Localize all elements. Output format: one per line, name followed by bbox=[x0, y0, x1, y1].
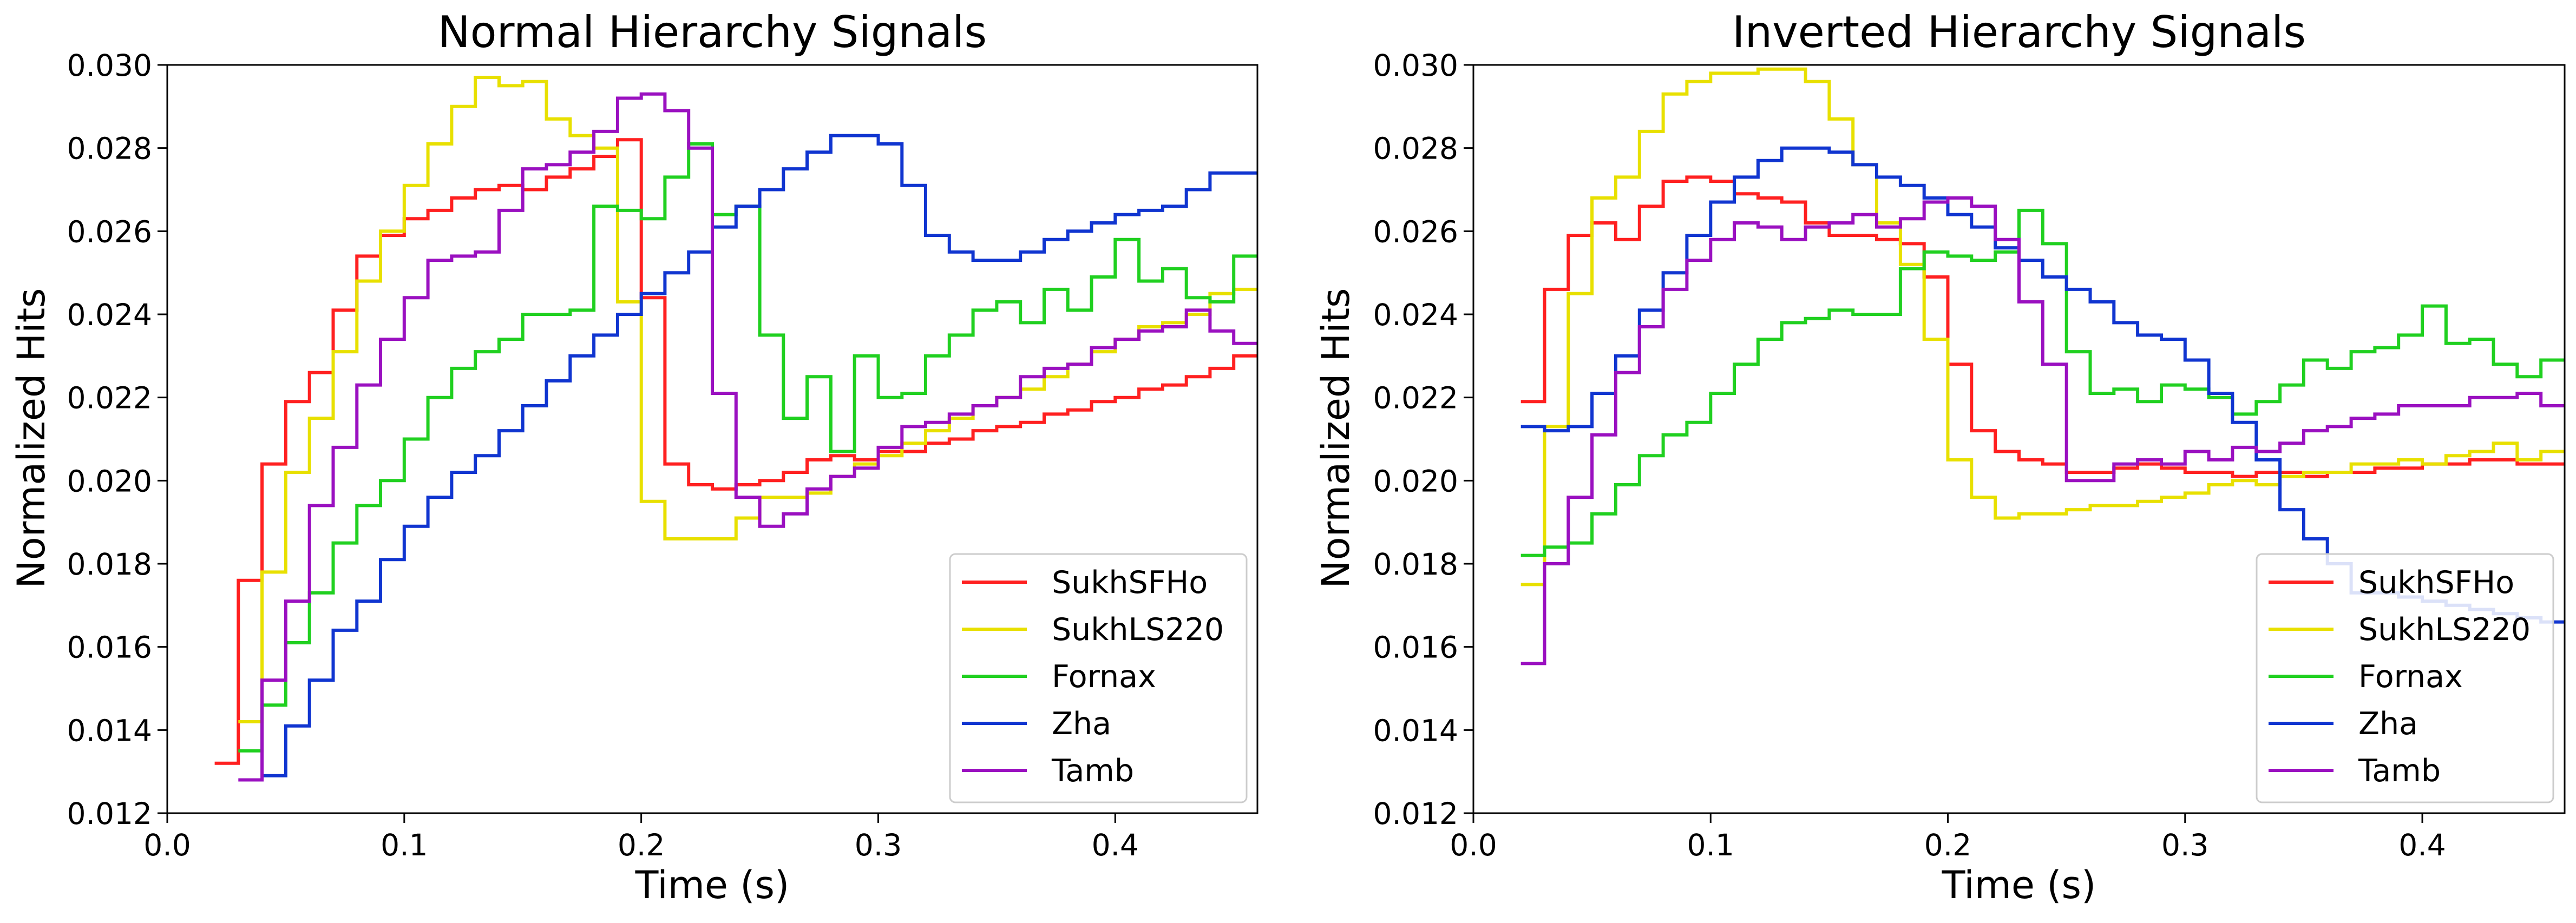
legend-label-fornax: Fornax bbox=[2358, 659, 2463, 695]
y-tick-label: 0.030 bbox=[67, 48, 152, 83]
y-tick-label: 0.016 bbox=[67, 630, 152, 665]
y-tick-label: 0.024 bbox=[1373, 298, 1458, 332]
legend-box bbox=[949, 553, 1248, 803]
x-tick-label: 0.1 bbox=[381, 828, 428, 862]
y-tick-label: 0.016 bbox=[1373, 630, 1458, 665]
normal-hierarchy-panel: Normal Hierarchy Signals Time (s) Normal… bbox=[9, 7, 1258, 907]
x-tick-label: 0.3 bbox=[855, 828, 902, 862]
series-line-zha bbox=[262, 134, 1257, 777]
series-line-tamb bbox=[1520, 196, 2565, 665]
legend-label-sukhsfho: SukhSFHo bbox=[1052, 565, 1208, 601]
legend: SukhSFHo SukhLS220 Fornax Zha Tamb bbox=[949, 553, 1248, 803]
y-tick-label: 0.024 bbox=[67, 298, 152, 332]
legend-box bbox=[2256, 553, 2554, 803]
y-tick-label: 0.022 bbox=[67, 381, 152, 416]
x-tick-label: 0.2 bbox=[1924, 828, 1971, 862]
x-tick-label: 0.1 bbox=[1687, 828, 1734, 862]
y-tick-label: 0.026 bbox=[67, 214, 152, 249]
chart-title: Normal Hierarchy Signals bbox=[438, 7, 987, 57]
x-tick-label: 0.4 bbox=[2398, 828, 2446, 862]
x-axis-label: Time (s) bbox=[635, 863, 790, 907]
y-tick-label: 0.012 bbox=[1373, 796, 1458, 831]
legend-label-fornax: Fornax bbox=[1052, 659, 1156, 695]
series-line-fornax bbox=[1520, 208, 2565, 557]
series-line-sukhls220 bbox=[1520, 67, 2565, 586]
series-layer bbox=[1520, 67, 2565, 665]
x-tick-label: 0.0 bbox=[143, 828, 191, 862]
legend-label-zha: Zha bbox=[1052, 706, 1111, 742]
chart-title: Inverted Hierarchy Signals bbox=[1732, 7, 2306, 57]
y-tick-label: 0.014 bbox=[67, 713, 152, 748]
x-axis-label: Time (s) bbox=[1942, 863, 2096, 907]
legend-label-sukhls220: SukhLS220 bbox=[2358, 612, 2531, 648]
legend-label-zha: Zha bbox=[2358, 706, 2418, 742]
legend-label-tamb: Tamb bbox=[1051, 753, 1134, 789]
y-tick-label: 0.028 bbox=[67, 131, 152, 166]
y-tick-label: 0.028 bbox=[1373, 131, 1458, 166]
legend-label-sukhsfho: SukhSFHo bbox=[2358, 565, 2514, 601]
y-tick-label: 0.022 bbox=[1373, 381, 1458, 416]
y-tick-label: 0.014 bbox=[1373, 713, 1458, 748]
x-tick-label: 0.0 bbox=[1450, 828, 1497, 862]
legend-label-sukhls220: SukhLS220 bbox=[1052, 612, 1224, 648]
y-tick-label: 0.030 bbox=[1373, 48, 1458, 83]
series-layer bbox=[214, 76, 1257, 782]
inverted-hierarchy-panel: Inverted Hierarchy Signals Time (s) Norm… bbox=[1314, 7, 2566, 907]
y-tick-label: 0.026 bbox=[1373, 214, 1458, 249]
legend-label-tamb: Tamb bbox=[2358, 753, 2441, 789]
x-tick-label: 0.3 bbox=[2161, 828, 2208, 862]
tick-layer: 0.0 0.1 0.2 0.3 0.4 0.012 0.014 0.016 0.018 0.020… bbox=[1373, 48, 2446, 862]
x-tick-label: 0.2 bbox=[618, 828, 665, 862]
series-line-tamb bbox=[238, 92, 1257, 782]
y-axis-label: Normalized Hits bbox=[9, 288, 54, 588]
plot-frame bbox=[166, 64, 1258, 814]
x-tick-label: 0.4 bbox=[1092, 828, 1139, 862]
y-tick-label: 0.020 bbox=[67, 464, 152, 498]
y-tick-label: 0.020 bbox=[1373, 464, 1458, 498]
y-tick-label: 0.012 bbox=[67, 796, 152, 831]
tick-layer: 0.0 0.1 0.2 0.3 0.4 0.012 0.014 0.016 0.018 0.020… bbox=[67, 48, 1139, 862]
y-tick-label: 0.018 bbox=[67, 547, 152, 582]
y-axis-label: Normalized Hits bbox=[1314, 288, 1358, 588]
plot-frame bbox=[1472, 64, 2566, 814]
legend: SukhSFHo SukhLS220 Fornax Zha Tamb bbox=[2256, 553, 2554, 803]
y-tick-label: 0.018 bbox=[1373, 547, 1458, 582]
